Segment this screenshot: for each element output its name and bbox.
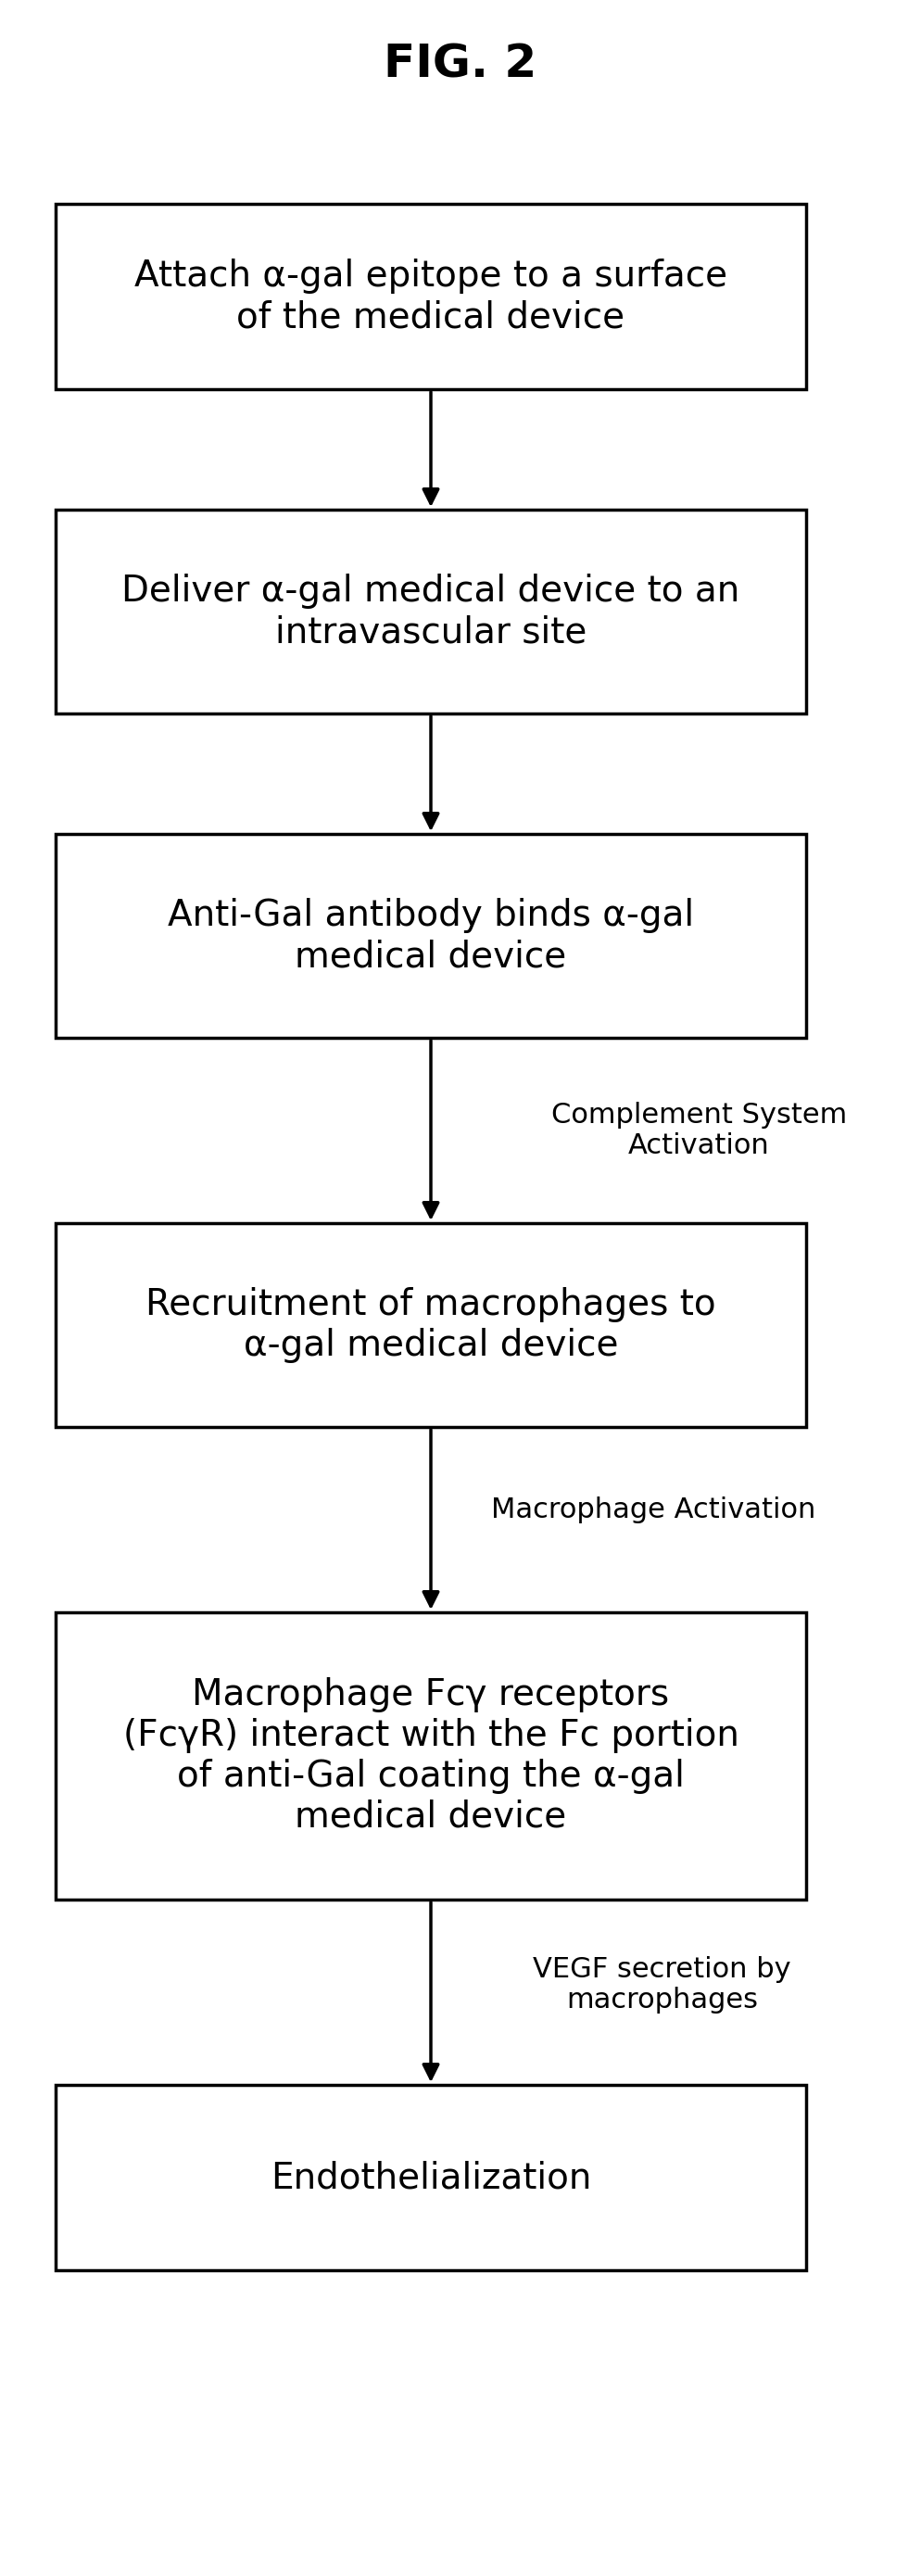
Text: Deliver α-gal medical device to an
intravascular site: Deliver α-gal medical device to an intra… bbox=[122, 574, 740, 649]
Bar bbox=[55, 510, 805, 714]
Text: Attach α-gal epitope to a surface
of the medical device: Attach α-gal epitope to a surface of the… bbox=[134, 258, 727, 335]
Text: Recruitment of macrophages to
α-gal medical device: Recruitment of macrophages to α-gal medi… bbox=[146, 1288, 716, 1363]
Text: Macrophage Fcγ receptors
(FcγR) interact with the Fc portion
of anti-Gal coating: Macrophage Fcγ receptors (FcγR) interact… bbox=[122, 1677, 738, 1834]
Text: Anti-Gal antibody binds α-gal
medical device: Anti-Gal antibody binds α-gal medical de… bbox=[168, 899, 694, 974]
Text: Complement System
Activation: Complement System Activation bbox=[551, 1103, 846, 1159]
Text: FIG. 2: FIG. 2 bbox=[383, 44, 537, 88]
Text: Macrophage Activation: Macrophage Activation bbox=[491, 1497, 815, 1525]
Bar bbox=[55, 1613, 805, 1899]
Bar bbox=[55, 1224, 805, 1427]
Text: Endothelialization: Endothelialization bbox=[270, 2159, 590, 2195]
Bar bbox=[55, 204, 805, 389]
Bar bbox=[55, 2084, 805, 2269]
Text: VEGF secretion by
macrophages: VEGF secretion by macrophages bbox=[532, 1955, 790, 2014]
Bar bbox=[55, 835, 805, 1038]
